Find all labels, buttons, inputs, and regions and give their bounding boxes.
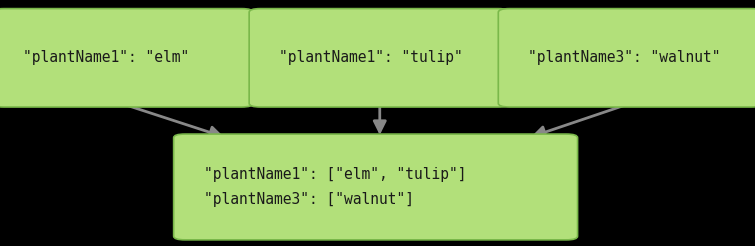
FancyBboxPatch shape [0, 9, 253, 107]
FancyBboxPatch shape [174, 134, 578, 240]
Text: "plantName1": "tulip": "plantName1": "tulip" [279, 50, 463, 65]
Text: "plantName1": "elm": "plantName1": "elm" [23, 50, 189, 65]
FancyBboxPatch shape [249, 9, 510, 107]
FancyBboxPatch shape [498, 9, 755, 107]
Text: "plantName3": "walnut": "plantName3": "walnut" [528, 50, 721, 65]
Text: "plantName1": ["elm", "tulip"]
"plantName3": ["walnut"]: "plantName1": ["elm", "tulip"] "plantNam… [204, 167, 467, 207]
